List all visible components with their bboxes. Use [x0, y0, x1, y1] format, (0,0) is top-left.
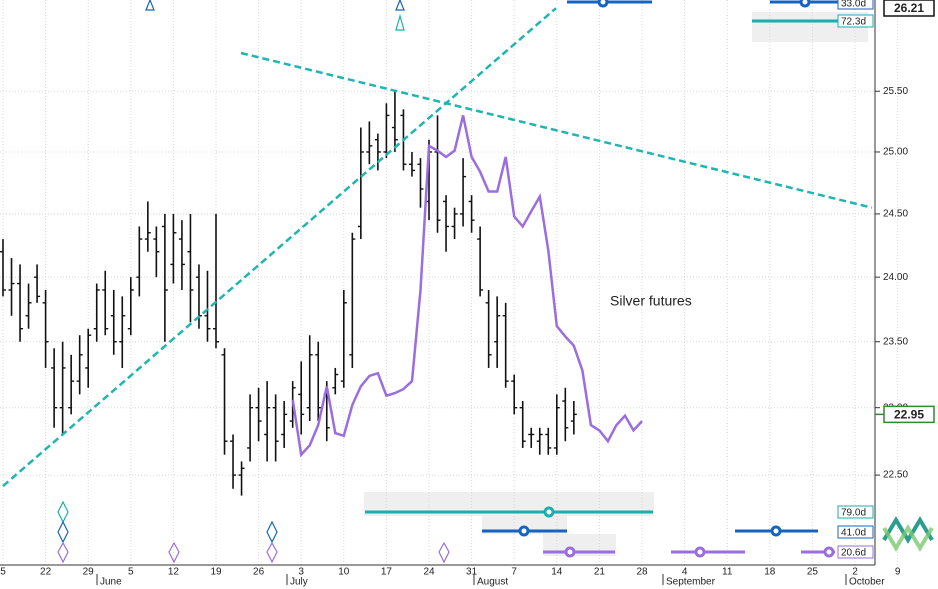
- month-label: July: [290, 577, 308, 588]
- cycle-label: 79.0d: [841, 508, 866, 519]
- cycle-label: 20.6d: [841, 548, 866, 559]
- y-tick-label: 23.50: [883, 336, 908, 347]
- x-tick-label: 2: [852, 567, 858, 578]
- x-tick-label: 25: [807, 567, 819, 578]
- x-tick-label: 12: [168, 567, 180, 578]
- cycle-label: 33.0d: [841, 0, 866, 10]
- cycle-label-box: [837, 14, 874, 28]
- x-tick-label: 11: [722, 567, 733, 578]
- trend-line: [240, 51, 873, 209]
- x-tick-label: 28: [636, 567, 648, 578]
- x-tick-label: 31: [466, 567, 478, 578]
- cycle-label: 41.0d: [841, 528, 866, 539]
- y-tick-label: 25.00: [883, 147, 908, 158]
- cycle-markers: [57, 0, 450, 564]
- trend-line: [2, 7, 557, 487]
- price-label-box: [883, 0, 935, 17]
- y-tick-label: 24.50: [883, 209, 908, 220]
- month-label: August: [477, 577, 508, 588]
- x-tick-label: 19: [210, 567, 222, 578]
- x-tick-label: 17: [381, 567, 393, 578]
- cycle-label-box: [837, 0, 874, 10]
- x-tick-label: 5: [0, 567, 6, 578]
- price-label: 22.95: [894, 408, 924, 422]
- month-label: June: [100, 577, 122, 588]
- x-tick-label: 3: [298, 567, 304, 578]
- cycle-label-box: [837, 505, 874, 519]
- x-tick-label: 29: [83, 567, 95, 578]
- cycle-label-box: [837, 525, 874, 539]
- marks: [0, 7, 873, 496]
- y-tick-label: 24.00: [883, 272, 908, 283]
- indicator-line: [291, 115, 643, 458]
- x-tick-label: 24: [423, 567, 435, 578]
- x-tick-label: 18: [764, 567, 776, 578]
- x-tick-label: 9: [895, 567, 901, 578]
- x-tick-label: 14: [551, 567, 563, 578]
- x-tick-label: 21: [594, 567, 606, 578]
- x-tick-label: 5: [128, 567, 134, 578]
- month-label: October: [849, 577, 885, 588]
- x-tick-label: 7: [511, 567, 517, 578]
- y-tick-label: 25.50: [883, 86, 908, 97]
- logo: [882, 516, 934, 552]
- cycle-label-box: [837, 545, 874, 559]
- month-label: September: [666, 577, 716, 588]
- price-label: 26.21: [894, 1, 924, 15]
- x-tick-label: 26: [253, 567, 265, 578]
- y-tick-label: 22.50: [883, 470, 908, 481]
- x-tick-label: 4: [682, 567, 688, 578]
- cycle-label: 72.3d: [841, 17, 866, 28]
- annotation: Silver futures: [610, 293, 692, 309]
- x-tick-label: 10: [338, 567, 350, 578]
- x-tick-label: 22: [40, 567, 52, 578]
